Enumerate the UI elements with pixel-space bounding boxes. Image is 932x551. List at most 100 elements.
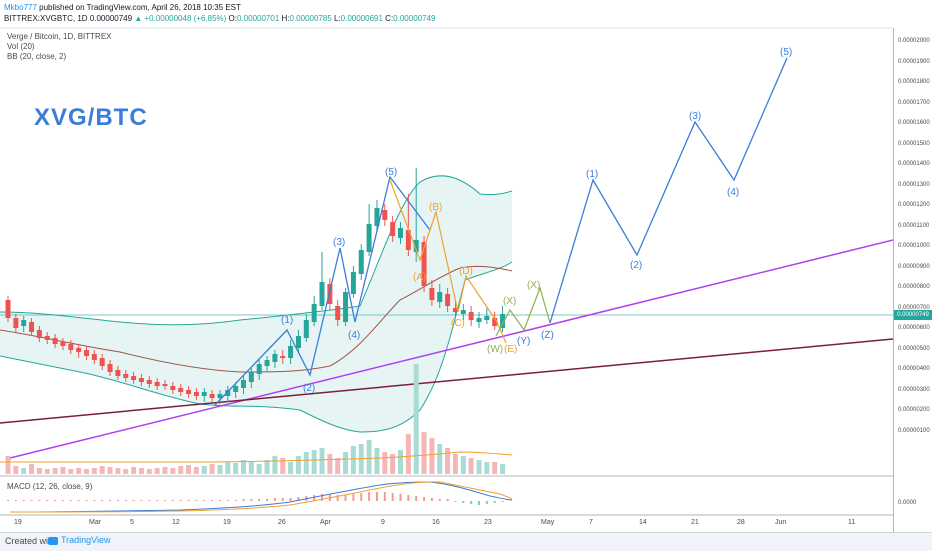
- wave-label-5: (5): [385, 167, 397, 178]
- wave-projection-path[interactable]: [549, 57, 788, 324]
- macd-zero-label: 0.0000: [898, 500, 917, 506]
- candle-body: [162, 384, 168, 386]
- volume-bar: [107, 467, 113, 474]
- candle-body: [405, 230, 411, 250]
- author-link[interactable]: Mkbo777: [4, 3, 37, 12]
- candle-body: [311, 304, 317, 322]
- macd-histogram-bar: [140, 500, 143, 501]
- candle-body: [131, 376, 137, 380]
- macd-histogram-bar: [14, 500, 17, 501]
- macd-histogram-bar: [258, 499, 261, 501]
- macd-indicator-label[interactable]: MACD (12, 26, close, 9): [7, 482, 93, 491]
- candle-body: [107, 364, 113, 372]
- volume-bar: [405, 434, 411, 474]
- macd-histogram-bar: [61, 500, 64, 501]
- volume-bar: [68, 469, 74, 474]
- macd-histogram-bar: [391, 493, 394, 501]
- pair-title: XVG/BTC: [34, 104, 148, 131]
- volume-ma-line: [0, 451, 513, 463]
- footer-bar: Created with TradingView: [0, 532, 932, 551]
- projected-wave-label-3: (3): [689, 111, 701, 122]
- price-tick-label: 0.00001300: [898, 181, 930, 188]
- trendline-support-maroon[interactable]: [0, 338, 894, 424]
- change-value: +0.00000048 (+6.85%): [144, 14, 227, 23]
- volume-bar: [131, 467, 137, 474]
- macd-histogram-bar: [462, 501, 465, 503]
- candle-body: [366, 224, 372, 252]
- bollinger-upper-band: [0, 175, 513, 326]
- volume-bar: [413, 364, 419, 474]
- volume-bar: [162, 467, 168, 474]
- macd-histogram-bar: [69, 500, 72, 501]
- volume-bar: [476, 460, 482, 474]
- candle-body: [138, 378, 144, 382]
- wave-corrective-path[interactable]: [389, 179, 507, 344]
- volume-bar: [193, 467, 199, 474]
- instrument-name[interactable]: Verge / Bitcoin, 1D, BITTREX: [7, 32, 112, 41]
- price-axis[interactable]: [893, 28, 932, 532]
- last-price: 0.00000749: [89, 14, 133, 23]
- volume-indicator-label[interactable]: Vol (20): [7, 42, 35, 51]
- candle-body: [358, 250, 364, 274]
- volume-bar: [233, 463, 239, 474]
- candle-body: [452, 308, 458, 312]
- volume-bar: [256, 464, 262, 474]
- macd-histogram-bar: [485, 501, 488, 504]
- macd-histogram-bar: [242, 499, 245, 501]
- price-tick-label: 0.00001700: [898, 99, 930, 106]
- high-value: 0.00000785: [289, 14, 332, 23]
- candle-body: [398, 228, 403, 238]
- candle-body: [29, 322, 35, 332]
- bollinger-band-fill: [0, 175, 512, 432]
- candle-body: [76, 348, 82, 352]
- last-price-badge: 0.00000749: [894, 310, 932, 320]
- trendline-support-purple[interactable]: [9, 239, 894, 459]
- price-tick-label: 0.00001400: [898, 161, 930, 167]
- wave-wxy-path[interactable]: [495, 286, 551, 337]
- candle-body: [350, 272, 356, 294]
- volume-bar: [217, 465, 223, 474]
- volume-bar: [123, 469, 129, 474]
- bollinger-indicator-label[interactable]: BB (20, close, 2): [7, 52, 67, 61]
- macd-histogram-bar: [226, 500, 229, 501]
- macd-histogram-bar: [171, 500, 174, 501]
- price-tick-label: 0.00001100: [898, 222, 930, 229]
- macd-histogram-bar: [164, 500, 166, 501]
- wave-label-3: (3): [333, 237, 345, 248]
- chart-header: Mkbo777 published on TradingView.com, Ap…: [4, 2, 435, 24]
- macd-histogram-bar: [218, 500, 221, 501]
- wave-label-4: (4): [348, 330, 360, 341]
- volume-bar: [115, 468, 121, 474]
- macd-histogram-bar: [383, 492, 386, 501]
- volume-bar: [241, 460, 246, 474]
- tradingview-logo[interactable]: TradingView: [48, 535, 111, 545]
- candle-body: [335, 306, 341, 320]
- volume-bar: [84, 469, 89, 474]
- time-tick-label: May: [541, 519, 555, 526]
- volume-bar: [178, 466, 184, 474]
- wave-label-c: (C): [451, 318, 465, 329]
- volume-bar: [29, 464, 35, 474]
- price-tick-label: 0.00001000: [898, 243, 930, 249]
- macd-histogram-bar: [124, 500, 127, 501]
- candle-body: [115, 370, 121, 376]
- time-tick-label: Jun: [775, 519, 787, 526]
- candle-body: [264, 360, 270, 366]
- price-tick-label: 0.00000300: [898, 386, 930, 393]
- high-label: H:: [281, 14, 290, 23]
- time-tick-label: 5: [130, 519, 134, 526]
- low-label: L:: [334, 14, 341, 23]
- candle-body: [178, 388, 184, 392]
- volume-bar: [390, 454, 396, 474]
- wave-label-d: (D): [459, 266, 473, 277]
- macd-signal-line: [9, 481, 513, 513]
- volume-bar: [327, 454, 333, 474]
- tradingview-logo-icon: [48, 536, 58, 545]
- macd-histogram-bar: [399, 494, 402, 501]
- macd-histogram-bar: [132, 500, 135, 501]
- wave-label-e: (E): [504, 344, 517, 355]
- volume-bar: [154, 468, 160, 474]
- wave-impulse-path[interactable]: [214, 175, 431, 406]
- candle-body: [36, 330, 42, 338]
